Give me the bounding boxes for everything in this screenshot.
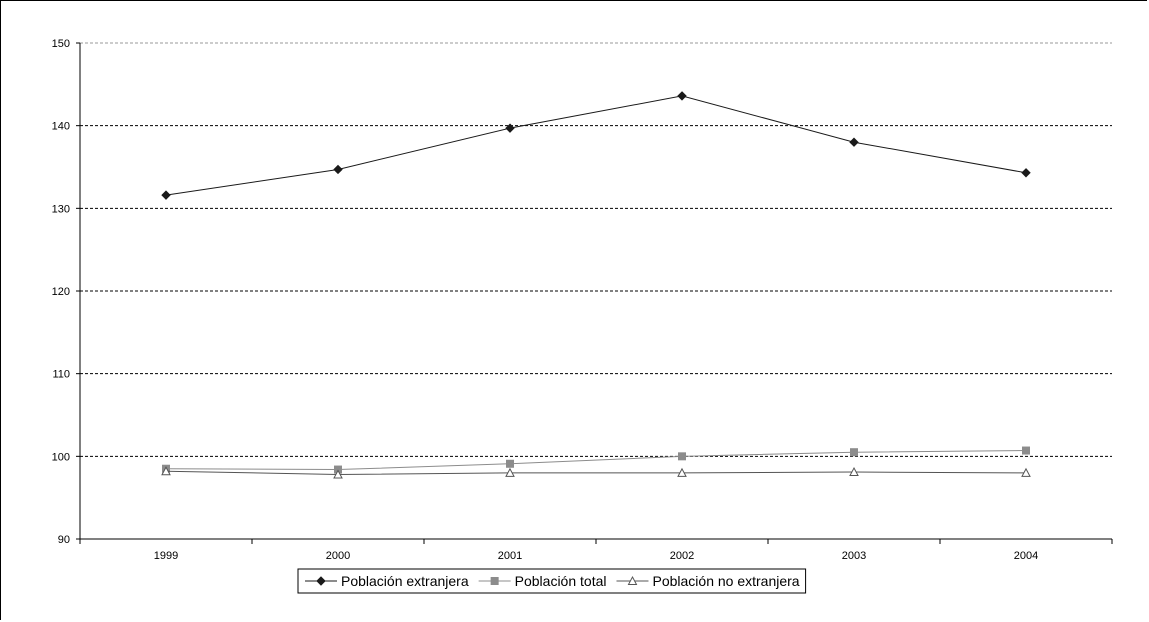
legend-entry-0: Población extranjera	[305, 573, 469, 589]
x-tick-label-2004: 2004	[1014, 550, 1038, 562]
legend-box	[297, 568, 807, 594]
y-tick-label-120: 120	[52, 286, 70, 298]
x-tick-label-2000: 2000	[326, 550, 350, 562]
legend-marker-1	[490, 577, 499, 585]
series-0-point-2002	[677, 91, 687, 101]
series-1-point-2002	[678, 452, 686, 461]
x-tick-label-2003: 2003	[842, 550, 866, 562]
legend-label-0: Población extranjera	[341, 573, 469, 589]
legend-label-2: Población no extranjera	[652, 573, 799, 589]
y-tick-label-90: 90	[58, 534, 70, 546]
series-2-point-2002	[677, 467, 687, 477]
y-tick-label-110: 110	[52, 369, 70, 381]
y-tick-label-130: 130	[52, 203, 70, 215]
series-0-point-2004	[1021, 168, 1031, 178]
series-1-point-2003	[850, 448, 858, 457]
series-2-point-2003	[849, 466, 859, 477]
series-lines	[161, 91, 1031, 479]
gridlines	[80, 42, 1112, 457]
legend-entry-1: Población total	[478, 573, 607, 589]
series-1-point-2004	[1022, 446, 1030, 455]
legend-marker-0	[316, 576, 326, 586]
series-2-point-2000	[333, 469, 343, 479]
series-line-1	[165, 450, 1027, 471]
axes	[76, 42, 1113, 544]
x-tick-labels: 1999 2000 2001 2002 2003 2004	[154, 550, 1038, 562]
series-0-point-2001	[505, 123, 515, 133]
series-line-2	[165, 470, 1027, 476]
y-tick-labels: 90 100 110 120 130 140 150	[52, 38, 70, 546]
series-2-point-2001	[505, 467, 515, 477]
x-tick-label-2001: 2001	[498, 550, 522, 562]
series-0-point-2000	[333, 164, 343, 175]
legend-marker-2	[627, 575, 638, 585]
y-tick-label-100: 100	[52, 451, 70, 463]
y-tick-label-140: 140	[52, 121, 70, 133]
legend: Población extranjera Población total Pobla…	[297, 568, 807, 594]
series-0-point-2003	[849, 137, 859, 147]
legend-label-1: Población total	[515, 573, 607, 589]
x-tick-label-1999: 1999	[154, 550, 178, 562]
series-1-point-2001	[506, 459, 514, 468]
legend-entry-2: Población no extranjera	[616, 573, 800, 589]
series-line-0	[165, 95, 1027, 196]
series-2-point-1999	[161, 466, 171, 476]
x-tick-label-2002: 2002	[670, 550, 694, 562]
series-0-point-1999	[161, 190, 171, 200]
y-tick-label-150: 150	[52, 38, 70, 50]
series-2-point-2004	[1021, 467, 1031, 477]
